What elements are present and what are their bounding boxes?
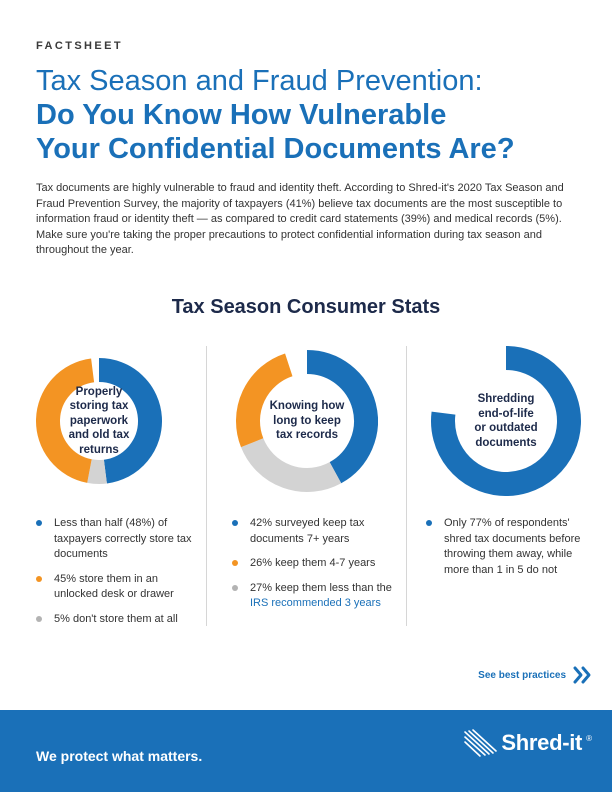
donut-label-line: long to keep xyxy=(270,414,345,429)
donut-label-line: tax records xyxy=(270,428,345,443)
cta-label: See best practices xyxy=(478,670,566,681)
bullet-text: Less than half (48%) of taxpayers correc… xyxy=(54,517,192,560)
donut-label-line: and old tax xyxy=(69,428,130,443)
bullet-list: Less than half (48%) of taxpayers correc… xyxy=(36,516,201,627)
donut-label-line: or outdated xyxy=(474,421,537,436)
stat-bullet: 27% keep them less than the IRS recommen… xyxy=(232,581,397,612)
bullet-text: 26% keep them 4-7 years xyxy=(250,557,375,569)
stat-bullet: Only 77% of respondents' shred tax docum… xyxy=(426,516,586,578)
registered-mark: ® xyxy=(586,734,592,743)
bullet-dot-gray xyxy=(232,585,238,591)
section-title: Tax Season Consumer Stats xyxy=(0,296,612,319)
stat-bullet: 42% surveyed keep tax documents 7+ years xyxy=(232,516,397,547)
stat-column-shredding: Only 77% of respondents' shred tax docum… xyxy=(426,516,586,587)
donut-label: Properlystoring taxpaperworkand old taxr… xyxy=(36,346,162,496)
shredit-logo: Shred-it ® xyxy=(463,728,592,758)
title-line-3: Your Confidential Documents Are? xyxy=(36,132,596,166)
title-line-1: Tax Season and Fraud Prevention: xyxy=(36,64,596,98)
bullet-list: 42% surveyed keep tax documents 7+ years… xyxy=(232,516,397,612)
stat-bullet: 45% store them in an unlocked desk or dr… xyxy=(36,572,201,603)
bullet-text: 27% keep them less than the xyxy=(250,582,392,594)
stat-bullet: Less than half (48%) of taxpayers correc… xyxy=(36,516,201,563)
footer-tagline: We protect what matters. xyxy=(36,748,202,764)
bullet-text: Only 77% of respondents' shred tax docum… xyxy=(444,517,580,576)
donut-chart-shredding: Shreddingend-of-lifeor outdateddocuments xyxy=(430,346,582,496)
footer-band: We protect what matters. Shred-it ® xyxy=(0,710,612,792)
irs-recommendation-link[interactable]: IRS recommended 3 years xyxy=(250,597,381,609)
bullet-dot-blue xyxy=(36,520,42,526)
donut-label: Knowing howlong to keeptax records xyxy=(236,346,378,496)
bullet-dot-gray xyxy=(36,616,42,622)
donut-label-line: end-of-life xyxy=(474,407,537,422)
donut-chart-storage: Properlystoring taxpaperworkand old taxr… xyxy=(36,346,162,496)
donut-label-line: paperwork xyxy=(69,414,130,429)
stat-column-storage: Less than half (48%) of taxpayers correc… xyxy=(36,516,201,636)
donut-label-text: Knowing howlong to keeptax records xyxy=(270,399,345,443)
bullet-list: Only 77% of respondents' shred tax docum… xyxy=(426,516,586,578)
bullet-dot-orange xyxy=(36,576,42,582)
stat-column-retention: 42% surveyed keep tax documents 7+ years… xyxy=(232,516,397,621)
bullet-dot-orange xyxy=(232,560,238,566)
shredit-logo-icon xyxy=(463,728,497,758)
donut-label-line: returns xyxy=(69,443,130,458)
donut-label-line: Shredding xyxy=(474,392,537,407)
title-line-2: Do You Know How Vulnerable xyxy=(36,98,596,132)
column-divider xyxy=(206,346,207,626)
page-title: Tax Season and Fraud Prevention: Do You … xyxy=(36,64,596,166)
donut-label-text: Properlystoring taxpaperworkand old taxr… xyxy=(69,385,130,458)
stat-bullet: 26% keep them 4-7 years xyxy=(232,556,397,572)
eyebrow-label: FACTSHEET xyxy=(36,40,123,52)
bullet-text: 42% surveyed keep tax documents 7+ years xyxy=(250,517,364,545)
donut-chart-retention: Knowing howlong to keeptax records xyxy=(236,346,378,496)
intro-paragraph: Tax documents are highly vulnerable to f… xyxy=(36,181,576,259)
donut-label-line: documents xyxy=(474,436,537,451)
stat-bullet: 5% don't store them at all xyxy=(36,612,201,628)
see-best-practices-link[interactable]: See best practices xyxy=(478,665,592,685)
donut-label-line: storing tax xyxy=(69,399,130,414)
bullet-dot-blue xyxy=(426,520,432,526)
bullet-text: 45% store them in an unlocked desk or dr… xyxy=(54,573,174,601)
bullet-text: 5% don't store them at all xyxy=(54,613,178,625)
donut-label: Shreddingend-of-lifeor outdateddocuments xyxy=(430,346,582,496)
logo-wordmark: Shred-it xyxy=(501,730,582,756)
double-chevron-right-icon xyxy=(572,665,592,685)
donut-label-text: Shreddingend-of-lifeor outdateddocuments xyxy=(474,392,537,450)
donut-label-line: Properly xyxy=(69,385,130,400)
bullet-dot-blue xyxy=(232,520,238,526)
donut-label-line: Knowing how xyxy=(270,399,345,414)
column-divider xyxy=(406,346,407,626)
